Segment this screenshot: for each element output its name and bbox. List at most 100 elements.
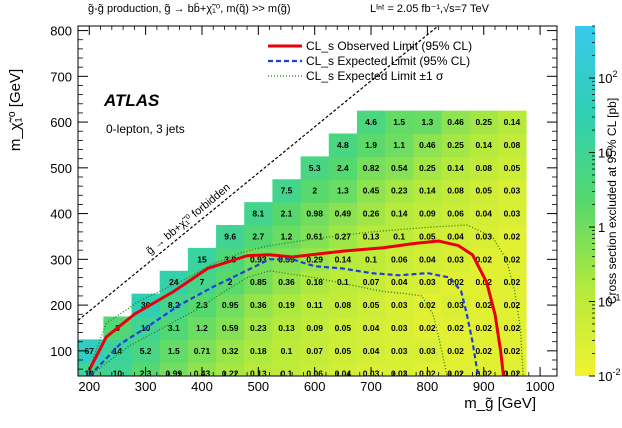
- heatmap-cell: [187, 247, 217, 272]
- cell-value: 0.03: [504, 186, 521, 196]
- heatmap-cell: [356, 270, 386, 295]
- cell-value: 2.1: [281, 209, 293, 219]
- heatmap-cell: [356, 156, 386, 180]
- heatmap-cell: [244, 225, 274, 249]
- heatmap-cell: [103, 362, 133, 376]
- heatmap-cell: [216, 225, 245, 249]
- cell-value: 0.08: [504, 140, 521, 150]
- cell-value: 0.02: [475, 346, 492, 356]
- heatmap-cell: [469, 179, 499, 203]
- cell-value: 0.25: [419, 163, 436, 173]
- heatmap-cell: [300, 316, 330, 340]
- heatmap-cell: [300, 339, 330, 363]
- cell-value: 2.3: [196, 300, 208, 310]
- expected-limit-plus-1sigma-curve: [88, 224, 524, 376]
- cell-value: 0.04: [335, 369, 352, 379]
- heatmap-cell: [159, 270, 189, 295]
- cell-value: 0.03: [391, 346, 408, 356]
- cell-value: 0.22: [222, 369, 239, 379]
- heatmap-cell: [328, 339, 358, 363]
- heatmap-cell: [469, 202, 499, 226]
- cell-value: 7.5: [281, 186, 293, 196]
- cell-value: 0.23: [250, 323, 267, 333]
- heatmap-cell: [441, 247, 471, 272]
- heatmap-cell: [244, 316, 274, 340]
- heatmap-cell: [469, 110, 499, 135]
- heatmap-cells: [78, 110, 527, 376]
- color-scale-label: Cross section excluded at 95% CL [pb]: [605, 98, 619, 304]
- heatmap-cell: [413, 202, 443, 226]
- legend-label: CL_s Observed Limit (95% CL): [306, 39, 472, 53]
- heatmap-cell: [356, 225, 386, 249]
- selection-label: 0-lepton, 3 jets: [106, 122, 185, 136]
- heatmap-cell: [385, 202, 414, 226]
- heatmap-cell: [385, 293, 414, 318]
- heatmap-cell: [497, 110, 527, 135]
- cell-value: 0.18: [306, 277, 323, 287]
- heatmap-cell: [385, 362, 414, 376]
- heatmap-cell: [413, 339, 443, 363]
- heatmap-cell: [328, 293, 358, 318]
- observed-limit-curve: [87, 239, 505, 376]
- heatmap-cell: [300, 156, 330, 180]
- cell-value: 0.03: [504, 209, 521, 219]
- heatmap-cell: [244, 270, 274, 295]
- heatmap-cell: [413, 133, 443, 157]
- cell-value: 0.32: [222, 346, 239, 356]
- cell-value: 0.14: [475, 140, 492, 150]
- cell-value: 0.1: [281, 369, 293, 379]
- heatmap-cell: [216, 339, 245, 363]
- heatmap-cell: [159, 362, 189, 376]
- cell-value: 0.02: [475, 277, 492, 287]
- cell-value: 0.14: [447, 163, 464, 173]
- cell-value: 0.11: [307, 300, 323, 310]
- heatmap-cell: [413, 110, 443, 135]
- heatmap-cell: [356, 247, 386, 272]
- heatmap-cell: [159, 339, 189, 363]
- heatmap-cell: [103, 339, 133, 363]
- cell-value: 0.13: [278, 323, 295, 333]
- cell-value: 15: [197, 254, 207, 264]
- color-scale-bar: [575, 26, 595, 376]
- cell-value: 0.09: [419, 209, 436, 219]
- legend-label: CL_s Expected Limit (95% CL): [306, 54, 470, 68]
- heatmap-cell: [187, 293, 217, 318]
- cell-value: 0.03: [391, 369, 408, 379]
- cell-value: 1.9: [365, 140, 377, 150]
- heatmap-cell: [328, 362, 358, 376]
- heatmap-cell: [187, 316, 217, 340]
- cell-value: 1.2: [281, 231, 293, 241]
- z-tick-label: 1: [598, 220, 605, 235]
- heatmap-cell: [413, 270, 443, 295]
- heatmap-cell: [385, 316, 414, 340]
- heatmap-cell: [131, 339, 161, 363]
- heatmap-cell: [244, 339, 274, 363]
- cell-value: 8.1: [252, 209, 264, 219]
- heatmap-cell: [441, 156, 471, 180]
- x-tick-label: 700: [360, 379, 382, 394]
- heatmap-cell: [469, 270, 499, 295]
- cell-value: 0.98: [306, 209, 323, 219]
- cell-value: 0.23: [391, 186, 408, 196]
- heatmap-cell: [469, 133, 499, 157]
- cell-value: 1.5: [168, 346, 180, 356]
- cell-value: 0.1: [393, 231, 405, 241]
- cell-value: 0.08: [335, 300, 352, 310]
- heatmap-cell: [385, 225, 414, 249]
- heatmap-cell: [413, 156, 443, 180]
- cell-value: 0.08: [447, 186, 464, 196]
- cell-value: 0.82: [363, 163, 380, 173]
- heatmap-cell: [272, 179, 302, 203]
- heatmap-cell: [272, 362, 302, 376]
- cell-value: 0.09: [306, 323, 323, 333]
- heatmap-cell: [441, 316, 471, 340]
- heatmap-cell: [216, 316, 245, 340]
- axes: 200 300 400 500 600 700 800 900 1000 100 200 300 400…: [50, 24, 557, 394]
- expected-limit-curve: [88, 258, 480, 376]
- y-tick-label: 400: [50, 207, 72, 222]
- heatmap-cell: [300, 270, 330, 295]
- cell-value: 0.07: [306, 346, 323, 356]
- cell-value: 0.02: [504, 300, 521, 310]
- cell-value: 0.03: [419, 346, 436, 356]
- heatmap-cell: [356, 316, 386, 340]
